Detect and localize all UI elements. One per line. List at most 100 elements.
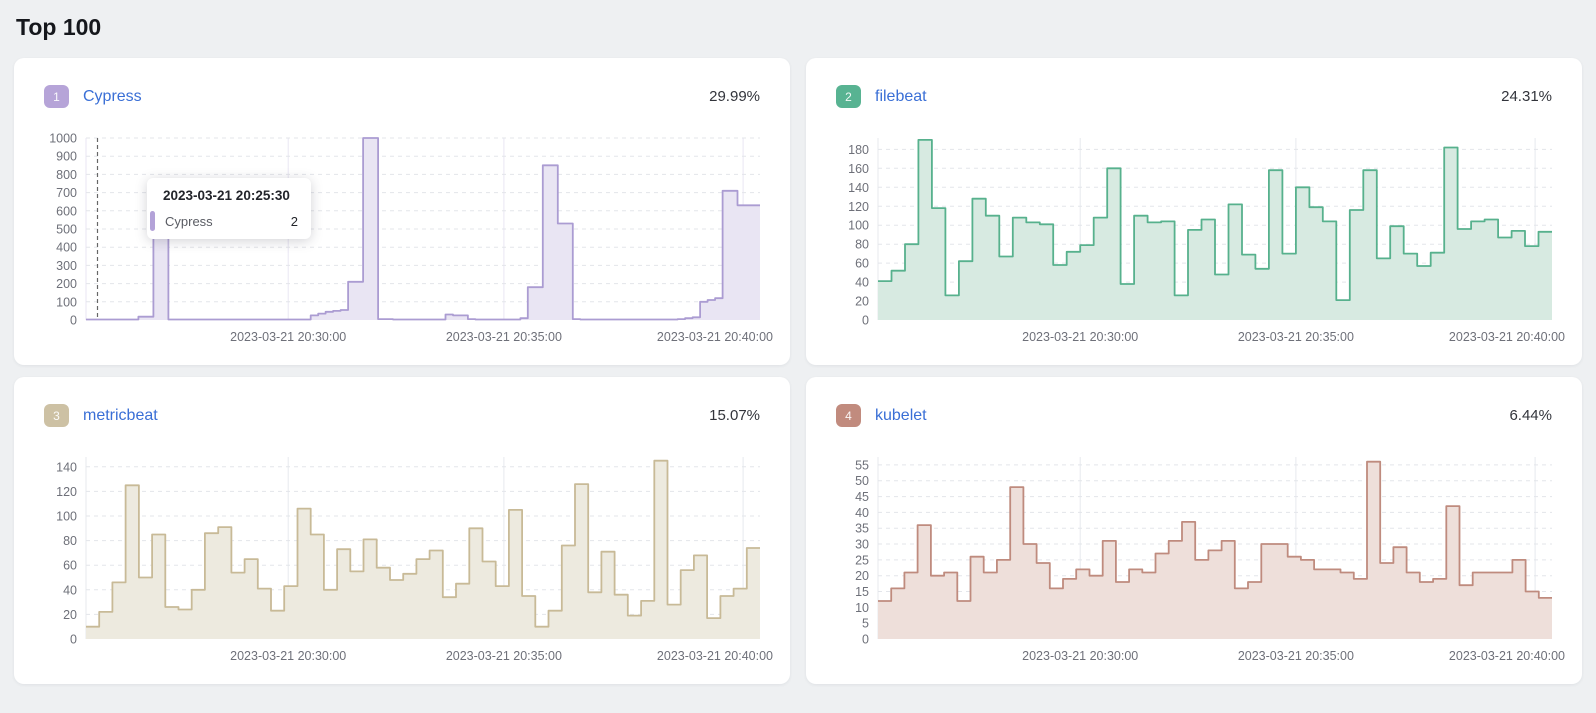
svg-text:400: 400 (56, 241, 77, 255)
svg-text:35: 35 (855, 522, 869, 536)
svg-text:2023-03-21 20:35:00: 2023-03-21 20:35:00 (446, 649, 562, 663)
percent-value: 15.07% (709, 407, 760, 424)
series-line (878, 139, 1552, 301)
svg-text:2023-03-21 20:30:00: 2023-03-21 20:30:00 (1022, 330, 1138, 344)
svg-text:800: 800 (56, 168, 77, 182)
svg-text:50: 50 (855, 474, 869, 488)
x-axis-labels: 2023-03-21 20:30:00 2023-03-21 20:35:00 20… (230, 330, 773, 344)
svg-text:2023-03-21 20:30:00: 2023-03-21 20:30:00 (230, 330, 346, 344)
card-header: 4 kubelet 6.44% (822, 404, 1566, 427)
svg-text:0: 0 (70, 314, 77, 328)
svg-text:20: 20 (855, 295, 869, 309)
svg-text:40: 40 (855, 506, 869, 520)
series-link[interactable]: Cypress (83, 87, 142, 105)
svg-text:2023-03-21 20:40:00: 2023-03-21 20:40:00 (1449, 649, 1565, 663)
series-line (86, 137, 760, 321)
area-fill (878, 461, 1552, 639)
rank-badge: 3 (44, 404, 69, 427)
svg-text:1000: 1000 (49, 132, 77, 146)
svg-text:10: 10 (855, 601, 869, 615)
svg-text:15: 15 (855, 585, 869, 599)
svg-text:55: 55 (855, 458, 869, 472)
svg-text:20: 20 (63, 608, 77, 622)
tooltip-series-label: Cypress (165, 213, 213, 229)
chart-card: 4 kubelet 6.44% 0 5 10 15 20 25 30 35 40 45 50 55 20… (806, 377, 1582, 684)
series-link[interactable]: kubelet (875, 406, 927, 424)
svg-text:500: 500 (56, 223, 77, 237)
area-fill (86, 460, 760, 639)
series-line (86, 459, 760, 628)
svg-text:900: 900 (56, 150, 77, 164)
svg-text:0: 0 (862, 314, 869, 328)
chart-card: 3 metricbeat 15.07% 0 20 40 60 80 100 120 140 20… (14, 377, 790, 684)
x-axis-labels: 2023-03-21 20:30:00 2023-03-21 20:35:00 20… (230, 649, 773, 663)
chart-tooltip: 2023-03-21 20:25:30 Cypress 2 (147, 178, 311, 239)
svg-text:180: 180 (848, 143, 869, 157)
svg-text:0: 0 (862, 633, 869, 647)
card-header: 1 Cypress 29.99% (30, 85, 774, 108)
x-axis-labels: 2023-03-21 20:30:00 2023-03-21 20:35:00 20… (1022, 330, 1565, 344)
y-axis-labels: 0 20 40 60 80 100 120 140 160 180 (848, 143, 869, 328)
dashboard-page: Top 100 1 Cypress 29.99% 0 100 200 300 400 50… (14, 14, 1582, 684)
svg-text:2023-03-21 20:35:00: 2023-03-21 20:35:00 (1238, 330, 1354, 344)
chart-card: 2 filebeat 24.31% 0 20 40 60 80 100 120 140 160 1… (806, 58, 1582, 365)
svg-text:20: 20 (855, 569, 869, 583)
svg-text:80: 80 (63, 534, 77, 548)
svg-text:120: 120 (848, 200, 869, 214)
y-axis-labels: 0 100 200 300 400 500 600 700 800 900 1000 (49, 132, 77, 328)
svg-text:100: 100 (56, 510, 77, 524)
chart-svg[interactable]: 0 20 40 60 80 100 120 140 160 180 2023-03-21 20:30… (822, 132, 1566, 350)
svg-text:5: 5 (862, 617, 869, 631)
rank-badge: 2 (836, 85, 861, 108)
svg-text:160: 160 (848, 162, 869, 176)
svg-text:140: 140 (56, 460, 77, 474)
svg-text:2023-03-21 20:40:00: 2023-03-21 20:40:00 (657, 330, 773, 344)
series (878, 139, 1552, 320)
chart-svg[interactable]: 0 100 200 300 400 500 600 700 800 900 1000 2023-03-… (30, 132, 774, 350)
series (878, 460, 1552, 639)
svg-text:40: 40 (63, 583, 77, 597)
x-axis-labels: 2023-03-21 20:30:00 2023-03-21 20:35:00 20… (1022, 649, 1565, 663)
chart-card: 1 Cypress 29.99% 0 100 200 300 400 500 600 700 8… (14, 58, 790, 365)
svg-text:140: 140 (848, 181, 869, 195)
tooltip-timestamp: 2023-03-21 20:25:30 (163, 188, 290, 203)
svg-text:2023-03-21 20:40:00: 2023-03-21 20:40:00 (657, 649, 773, 663)
svg-text:40: 40 (855, 276, 869, 290)
series-link[interactable]: metricbeat (83, 406, 158, 424)
svg-text:45: 45 (855, 490, 869, 504)
svg-text:2023-03-21 20:35:00: 2023-03-21 20:35:00 (446, 330, 562, 344)
svg-text:100: 100 (56, 295, 77, 309)
tooltip-row: Cypress 2 (147, 210, 311, 233)
svg-text:60: 60 (855, 257, 869, 271)
svg-text:2023-03-21 20:30:00: 2023-03-21 20:30:00 (230, 649, 346, 663)
series-line (878, 460, 1552, 602)
svg-text:300: 300 (56, 259, 77, 273)
card-header: 2 filebeat 24.31% (822, 85, 1566, 108)
svg-text:25: 25 (855, 553, 869, 567)
svg-text:700: 700 (56, 186, 77, 200)
svg-text:2023-03-21 20:30:00: 2023-03-21 20:30:00 (1022, 649, 1138, 663)
series (86, 137, 760, 321)
percent-value: 29.99% (709, 88, 760, 105)
svg-text:2023-03-21 20:35:00: 2023-03-21 20:35:00 (1238, 649, 1354, 663)
y-axis-labels: 0 20 40 60 80 100 120 140 (56, 460, 77, 646)
svg-text:200: 200 (56, 277, 77, 291)
svg-text:30: 30 (855, 538, 869, 552)
cards-grid: 1 Cypress 29.99% 0 100 200 300 400 500 600 700 8… (14, 58, 1582, 684)
card-header: 3 metricbeat 15.07% (30, 404, 774, 427)
svg-text:80: 80 (855, 238, 869, 252)
series-link[interactable]: filebeat (875, 87, 927, 105)
svg-text:120: 120 (56, 485, 77, 499)
svg-text:60: 60 (63, 559, 77, 573)
svg-text:600: 600 (56, 204, 77, 218)
svg-text:100: 100 (848, 219, 869, 233)
rank-badge: 1 (44, 85, 69, 108)
rank-badge: 4 (836, 404, 861, 427)
percent-value: 6.44% (1509, 407, 1552, 424)
series (86, 459, 760, 639)
tooltip-series-value: 2 (290, 213, 298, 229)
page-title: Top 100 (16, 14, 102, 40)
